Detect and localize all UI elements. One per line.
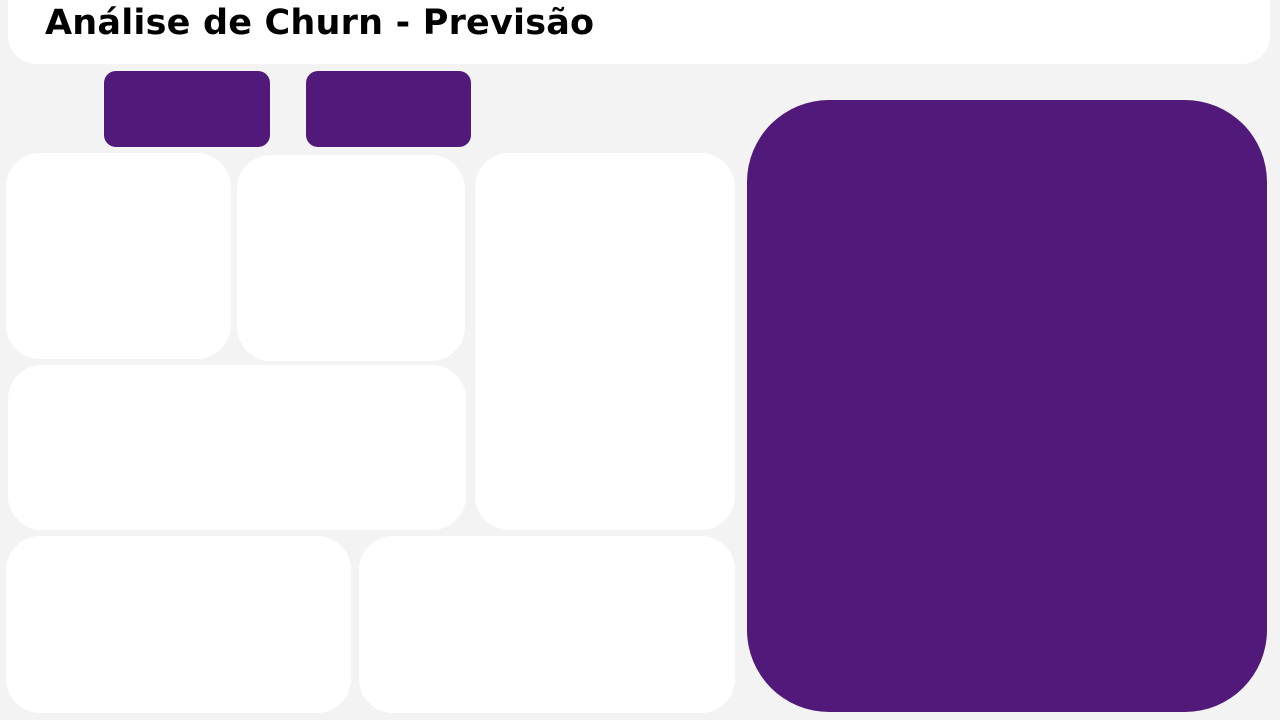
chart-card-wide [8,365,466,530]
chart-card-tall [475,153,735,530]
kpi-card-2 [237,155,465,361]
kpi-card-1 [6,153,231,359]
filter-button-2[interactable] [306,71,471,147]
page-header: Análise de Churn - Previsão [8,0,1270,64]
prediction-panel [747,100,1267,712]
filter-button-1[interactable] [104,71,270,147]
chart-card-bottom-right [359,536,735,713]
page-title: Análise de Churn - Previsão [45,3,595,43]
chart-card-bottom-left [6,536,351,713]
